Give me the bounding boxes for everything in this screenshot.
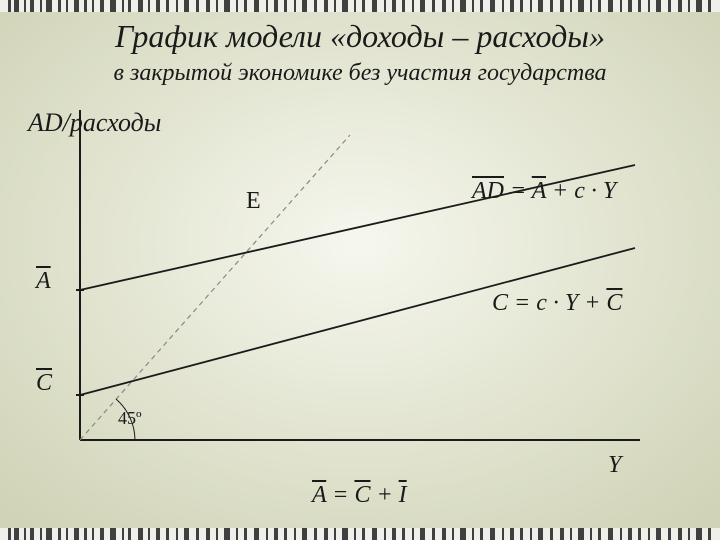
A-intercept-label: A <box>36 268 51 295</box>
slide-title: График модели «доходы – расходы» <box>0 18 720 55</box>
C-line <box>80 248 635 395</box>
A-formula: A = C + I <box>312 482 407 509</box>
y-axis-label: AD/расходы <box>28 108 161 138</box>
angle-label: 45º <box>118 408 142 429</box>
C-intercept-label: C <box>36 370 52 397</box>
E-point-label: E <box>246 188 261 215</box>
slide-subtitle: в закрытой экономике без участия государ… <box>0 60 720 87</box>
C-formula: C = c · Y + C <box>492 290 622 317</box>
AD-formula: AD = A + c · Y <box>472 178 616 205</box>
slide: { "type":"diagram", "canvas":{"width":72… <box>0 0 720 540</box>
x-axis-label: Y <box>608 452 621 479</box>
diagonal-45 <box>80 135 350 440</box>
